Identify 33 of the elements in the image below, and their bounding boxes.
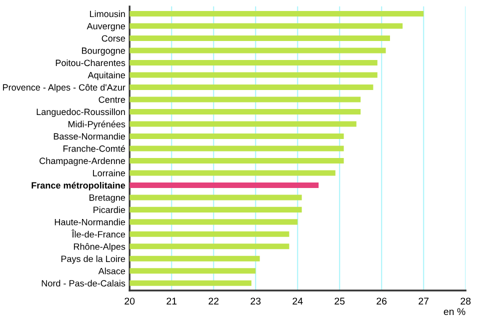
y-tick-label: Auvergne bbox=[86, 23, 126, 32]
y-tick-label: Île-de-France bbox=[72, 230, 126, 238]
x-axis-title: en % bbox=[444, 308, 466, 316]
y-tick-label: Limousin bbox=[90, 10, 125, 18]
y-tick-label: Franche-Comté bbox=[63, 145, 126, 152]
y-tick-label: Rhône-Alpes bbox=[74, 243, 126, 252]
x-tick-label: 20 bbox=[124, 298, 135, 305]
y-tick-label: Haute-Normandie bbox=[54, 218, 126, 226]
y-tick-label: Poitou-Charentes bbox=[56, 59, 126, 66]
y-tick-label: Midi-Pyrénées bbox=[68, 120, 126, 130]
y-tick-label: Bretagne bbox=[90, 194, 126, 203]
y-tick-label: Aquitaine bbox=[88, 72, 126, 80]
x-tick-label: 28 bbox=[460, 298, 471, 305]
x-tick-label: 25 bbox=[334, 298, 345, 305]
y-tick-label: Alsace bbox=[98, 268, 126, 274]
y-tick-label: Provence - Alpes - Côte d'Azur bbox=[3, 84, 126, 92]
x-tick-label: 21 bbox=[166, 298, 177, 304]
x-tick-label: 27 bbox=[418, 298, 429, 304]
y-tick-label: Lorraine bbox=[93, 170, 126, 176]
y-tick-label: Pays de la Loire bbox=[61, 255, 126, 264]
y-tick-label: Corse bbox=[102, 35, 126, 42]
y-tick-label: Bourgogne bbox=[82, 48, 126, 56]
y-tick-label: France métropolitaine bbox=[32, 182, 126, 190]
y-tick-label: Champagne-Ardenne bbox=[40, 157, 126, 166]
y-tick-label: Basse-Normandie bbox=[54, 132, 126, 140]
x-tick-label: 26 bbox=[376, 298, 387, 305]
y-tick-label: Centre bbox=[98, 96, 126, 103]
y-tick-label: Picardie bbox=[94, 206, 126, 214]
x-tick-label: 23 bbox=[250, 298, 261, 305]
x-tick-label: 22 bbox=[208, 298, 219, 304]
y-tick-label: Nord - Pas-de-Calais bbox=[42, 280, 126, 287]
x-tick-label: 24 bbox=[292, 298, 303, 304]
y-tick-label: Languedoc-Roussillon bbox=[36, 108, 125, 117]
